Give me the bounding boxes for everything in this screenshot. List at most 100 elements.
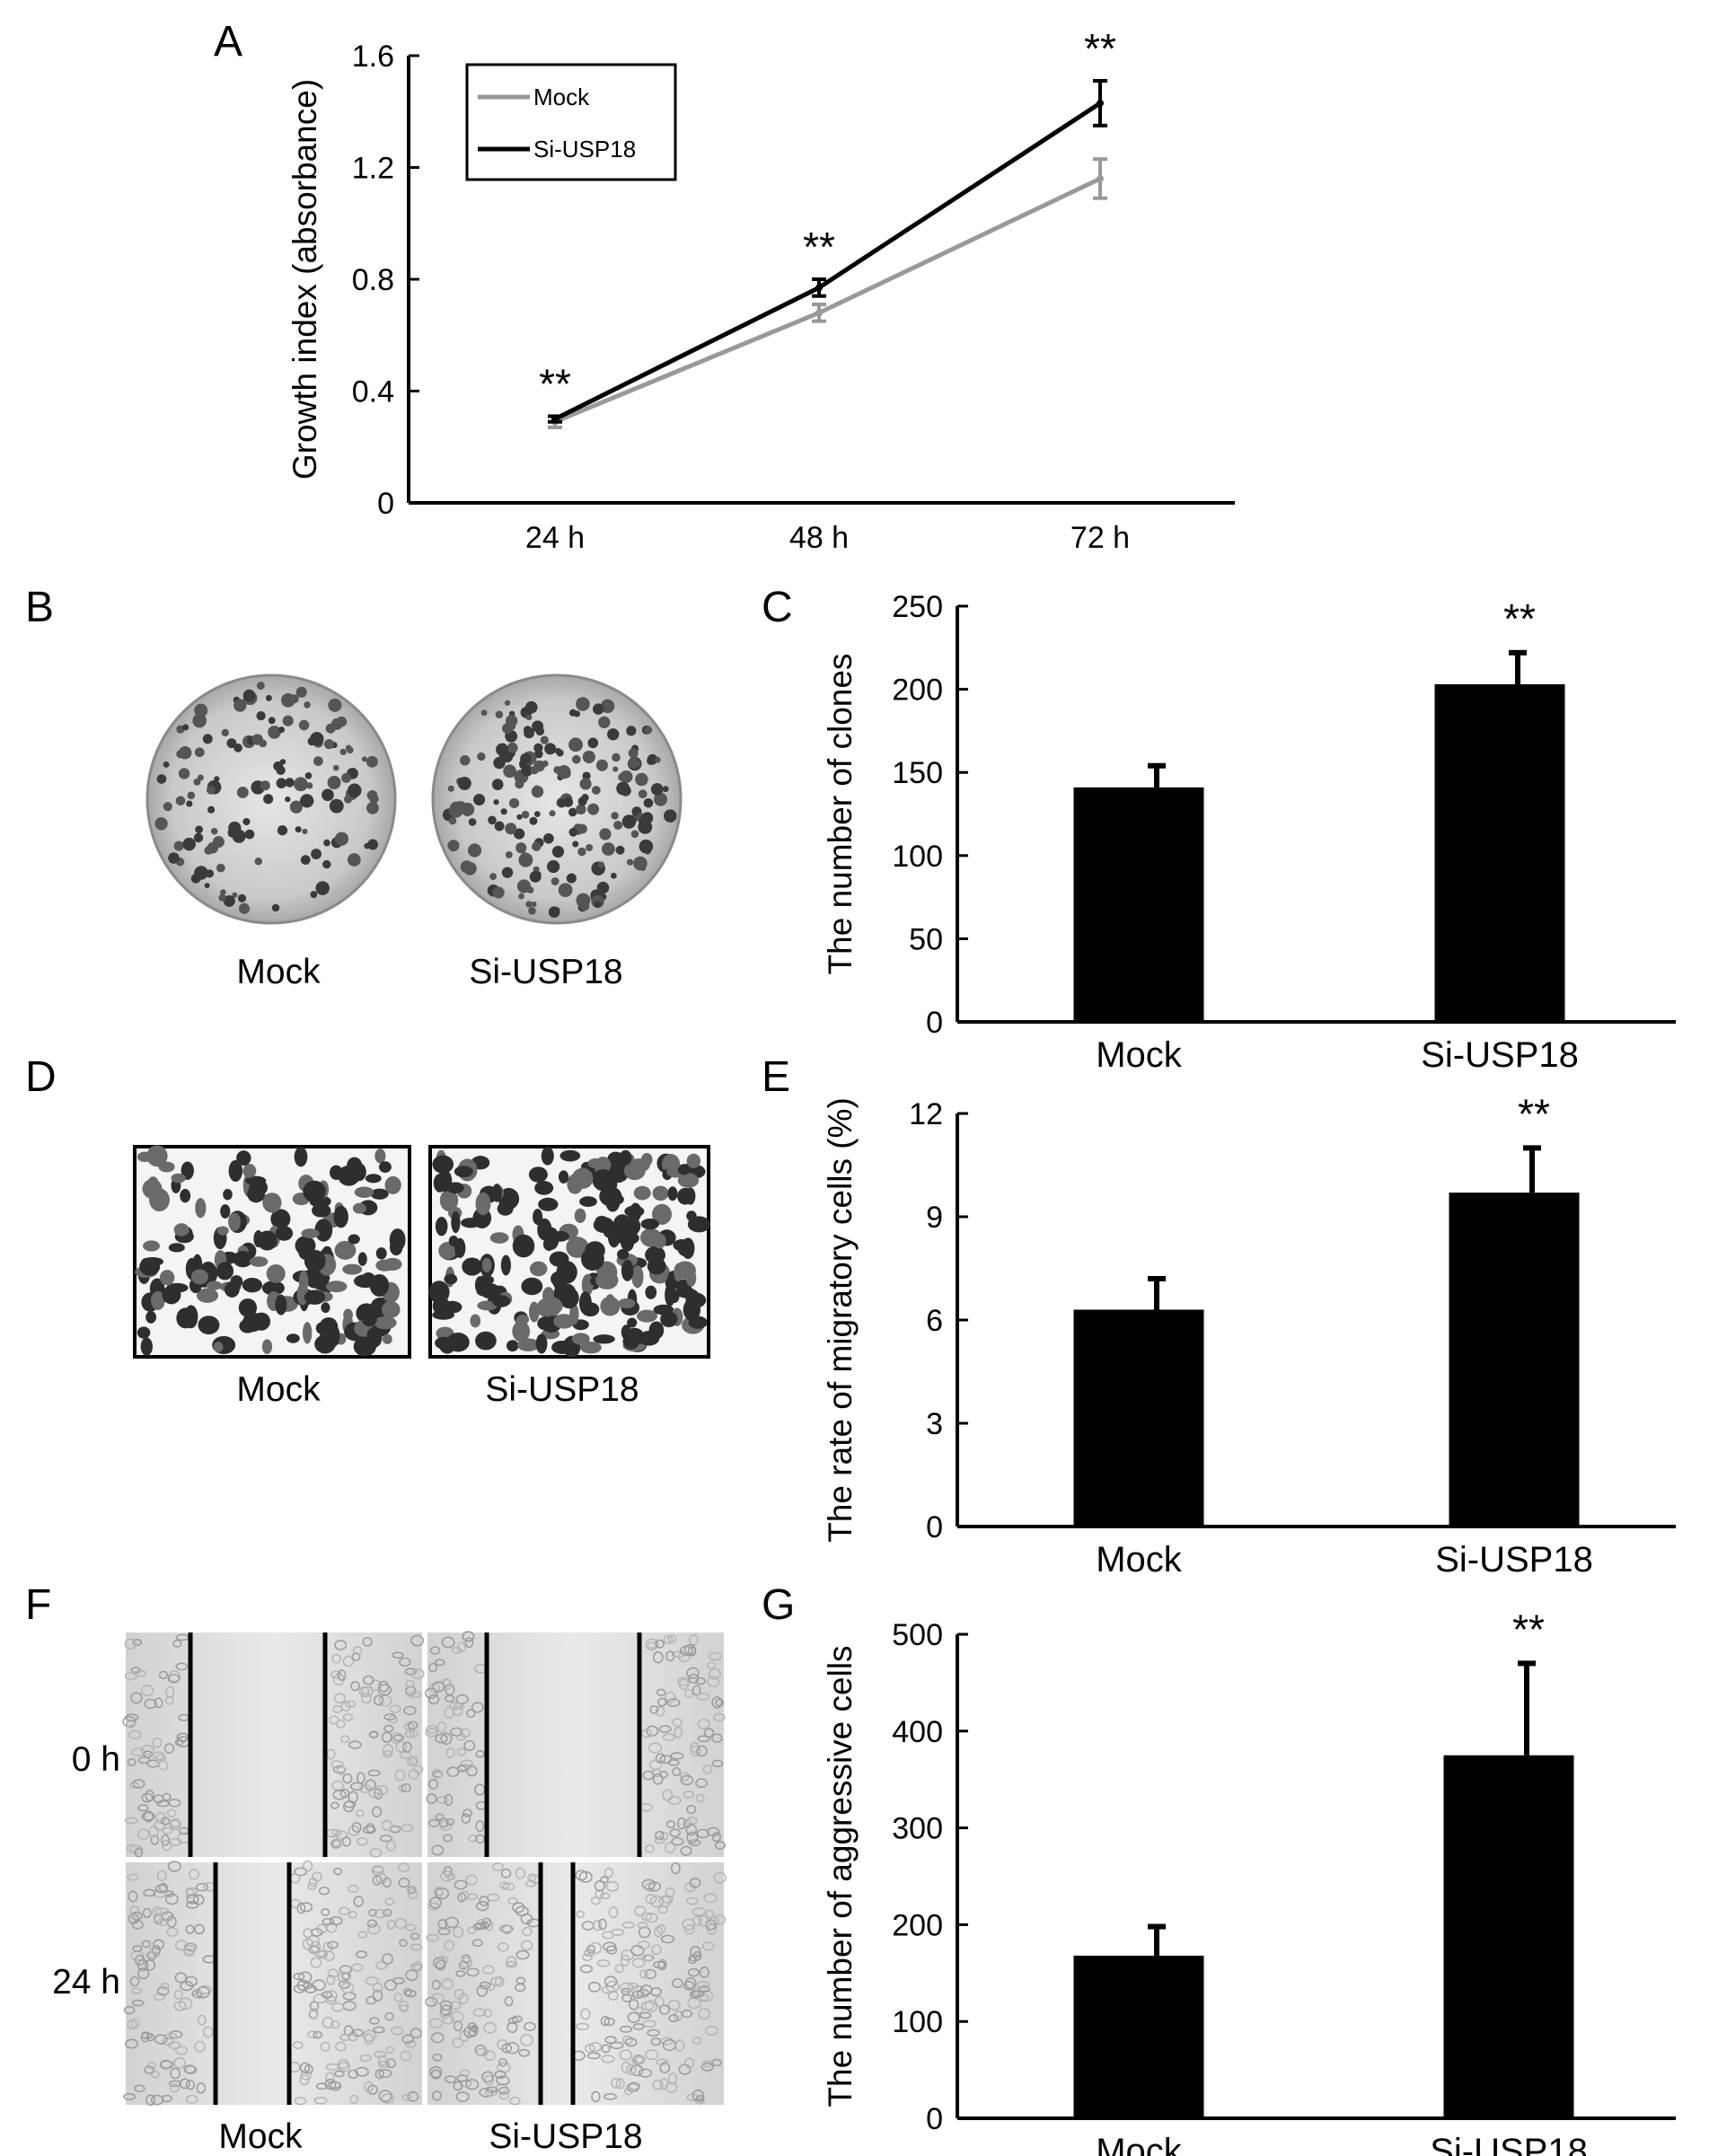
cell-outline bbox=[312, 1871, 322, 1882]
cell-outline bbox=[141, 1940, 152, 1949]
cell bbox=[521, 1277, 543, 1296]
cell bbox=[581, 1302, 600, 1317]
cell-outline bbox=[186, 1901, 199, 1909]
colony bbox=[638, 789, 648, 799]
colony bbox=[186, 800, 193, 807]
colony bbox=[302, 828, 308, 834]
cell-outline bbox=[683, 1818, 692, 1829]
cell-outline bbox=[404, 2040, 417, 2048]
cell-outline bbox=[410, 1943, 423, 1951]
migration-label-si-usp18: Si-USP18 bbox=[485, 1370, 639, 1409]
cell-outline bbox=[479, 1896, 489, 1906]
colony bbox=[576, 804, 586, 815]
colony bbox=[489, 873, 498, 880]
colony bbox=[173, 840, 184, 851]
cell-outline bbox=[122, 1715, 137, 1728]
cell-outline bbox=[137, 1804, 149, 1812]
cell-outline bbox=[705, 2025, 718, 2036]
cell bbox=[303, 1180, 326, 1202]
cell bbox=[517, 1338, 540, 1351]
cell-outline bbox=[695, 1676, 706, 1685]
cell-outline bbox=[379, 1835, 392, 1843]
cell-outline bbox=[186, 1894, 199, 1905]
colony bbox=[523, 726, 533, 735]
y-tick-label: 9 bbox=[926, 1201, 943, 1235]
colony bbox=[630, 830, 639, 839]
cell bbox=[369, 1273, 390, 1297]
colony bbox=[327, 776, 341, 790]
cell-outline bbox=[650, 2037, 662, 2046]
cell bbox=[515, 1316, 527, 1329]
cell-outline bbox=[672, 1718, 683, 1728]
cell-outline bbox=[160, 1983, 170, 1990]
cell-outline bbox=[631, 2055, 645, 2065]
cell-outline bbox=[405, 1679, 415, 1688]
cell-outline bbox=[475, 1901, 489, 1912]
colony bbox=[251, 734, 263, 745]
cell-outline bbox=[440, 1870, 454, 1882]
cell-outline bbox=[140, 2031, 150, 2043]
cell-outline bbox=[522, 1926, 533, 1937]
cell-outline bbox=[399, 2050, 412, 2062]
wound-si-0h bbox=[427, 1632, 724, 1857]
cell-outline bbox=[183, 2064, 197, 2074]
cell-outline bbox=[662, 1733, 675, 1741]
cell-outline bbox=[189, 1869, 200, 1880]
cell-outline bbox=[359, 1783, 372, 1794]
cell-outline bbox=[455, 2091, 470, 2102]
cell bbox=[314, 1219, 333, 1242]
cell-outline bbox=[410, 1932, 420, 1940]
cell-outline bbox=[445, 1817, 455, 1826]
panel-label-a: A bbox=[214, 18, 242, 66]
cell bbox=[142, 1178, 163, 1199]
cell-outline bbox=[450, 2011, 464, 2023]
cell-outline bbox=[462, 1631, 475, 1642]
cell-outline bbox=[687, 1646, 697, 1657]
cell-outline bbox=[383, 1724, 394, 1733]
cell-outline bbox=[124, 2005, 136, 2015]
cell-outline bbox=[692, 1685, 701, 1696]
cell bbox=[580, 1342, 602, 1354]
colony bbox=[463, 861, 477, 876]
cell-outline bbox=[333, 1867, 343, 1876]
cell bbox=[184, 1305, 198, 1329]
cell bbox=[216, 1226, 229, 1236]
colony bbox=[366, 789, 378, 801]
cell-outline bbox=[340, 1735, 350, 1744]
x-tick-label: Si-USP18 bbox=[1430, 2132, 1588, 2156]
colony bbox=[549, 810, 556, 817]
colony bbox=[554, 747, 562, 755]
legend-entry: Mock bbox=[533, 84, 590, 110]
cell bbox=[579, 1196, 597, 1207]
colony bbox=[332, 764, 339, 771]
colony bbox=[236, 787, 249, 798]
cell bbox=[647, 1257, 666, 1275]
cell-outline bbox=[518, 2048, 530, 2057]
cell bbox=[230, 1275, 243, 1289]
colony bbox=[294, 777, 308, 792]
cell bbox=[640, 1218, 659, 1230]
y-tick-label: 300 bbox=[892, 1812, 943, 1846]
cell bbox=[446, 1333, 470, 1352]
cell bbox=[159, 1270, 175, 1286]
colony bbox=[163, 802, 172, 812]
cell bbox=[257, 1230, 278, 1251]
cell-outline bbox=[446, 1872, 455, 1880]
cell-outline bbox=[476, 2047, 489, 2057]
cell-outline bbox=[659, 2062, 671, 2074]
cell-outline bbox=[588, 2042, 603, 2053]
cell-outline bbox=[405, 1685, 417, 1696]
cell-outline bbox=[432, 2053, 443, 2062]
colony bbox=[194, 866, 208, 880]
cell-outline bbox=[489, 1976, 503, 1986]
cell-outline bbox=[294, 1867, 308, 1877]
colony bbox=[597, 861, 605, 868]
colony bbox=[310, 891, 318, 899]
cell bbox=[370, 1188, 389, 1200]
cell-outline bbox=[652, 1651, 664, 1664]
cell-outline bbox=[483, 2074, 494, 2086]
colony bbox=[533, 811, 541, 817]
cell-outline bbox=[337, 1669, 347, 1681]
colony bbox=[524, 700, 538, 714]
